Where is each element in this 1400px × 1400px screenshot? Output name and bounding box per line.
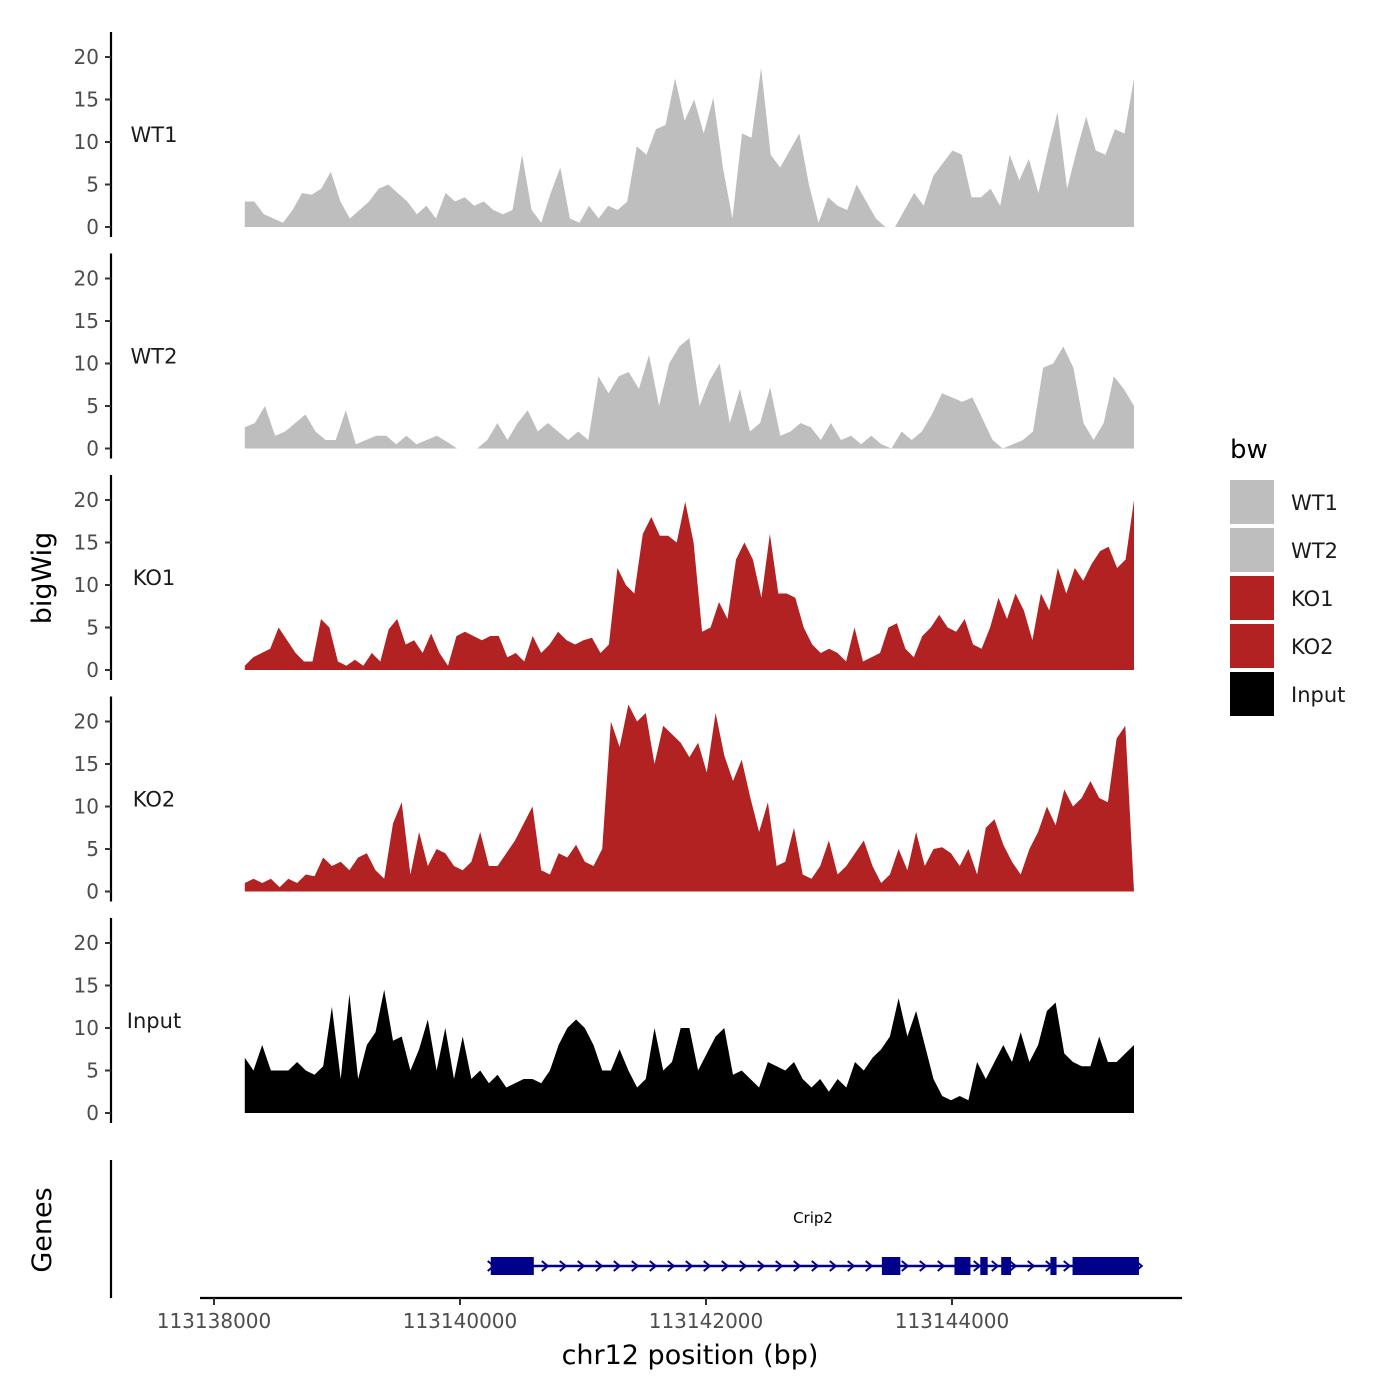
y-tick-label: 10 bbox=[74, 352, 99, 376]
legend-title: bw bbox=[1230, 435, 1268, 465]
strand-arrow bbox=[1009, 1260, 1018, 1272]
legend: bw WT1 WT2 KO1 KO2 Input bbox=[1230, 435, 1345, 716]
coverage-area-input bbox=[244, 989, 1135, 1113]
track-panel-wt1: 0 5 10 15 20 WT1 bbox=[74, 32, 1135, 239]
track-label: WT1 bbox=[131, 123, 178, 147]
legend-label: KO2 bbox=[1291, 635, 1334, 659]
y-tick-label: 5 bbox=[86, 837, 99, 861]
gene-track: Genes Crip2 bbox=[27, 1160, 1144, 1298]
x-tick-label: 113138000 bbox=[157, 1309, 272, 1333]
strand-arrow bbox=[865, 1260, 874, 1272]
y-tick-label: 10 bbox=[74, 130, 99, 154]
strand-arrow bbox=[739, 1260, 748, 1272]
y-tick-label: 20 bbox=[74, 267, 99, 291]
track-panel-ko2: 0 5 10 15 20 KO2 bbox=[74, 696, 1135, 904]
gene-exon bbox=[954, 1257, 971, 1275]
coverage-tracks: 0 5 10 15 20 WT1 0 5 10 15 20 WT2 0 5 10 15 20 KO1 0 5 10 15 2… bbox=[74, 32, 1135, 1125]
y-axis-title: bigWig bbox=[27, 532, 58, 625]
coverage-area-wt2 bbox=[244, 338, 1135, 449]
strand-arrow bbox=[757, 1260, 766, 1272]
y-tick-label: 20 bbox=[74, 45, 99, 69]
legend-label: WT2 bbox=[1291, 539, 1338, 563]
y-tick-label: 5 bbox=[86, 394, 99, 418]
strand-arrow bbox=[577, 1260, 586, 1272]
strand-arrow bbox=[901, 1260, 910, 1272]
y-tick-label: 10 bbox=[74, 1016, 99, 1040]
strand-arrow bbox=[937, 1260, 946, 1272]
y-tick-label: 15 bbox=[74, 531, 99, 555]
track-label: KO2 bbox=[133, 788, 176, 812]
strand-arrow bbox=[1027, 1260, 1036, 1272]
track-panel-input: 0 5 10 15 20 Input bbox=[74, 918, 1135, 1125]
track-label: KO1 bbox=[133, 566, 176, 590]
y-tick-label: 5 bbox=[86, 616, 99, 640]
legend-key-ko2 bbox=[1230, 624, 1274, 668]
x-axis: chr12 position (bp) 113138000 113140000 11… bbox=[157, 1296, 1182, 1371]
y-tick-label: 10 bbox=[74, 573, 99, 597]
y-tick-label: 0 bbox=[86, 437, 99, 461]
strand-arrow bbox=[667, 1260, 676, 1272]
gene-exon bbox=[490, 1257, 534, 1275]
legend-key-input bbox=[1230, 672, 1274, 716]
strand-arrow bbox=[973, 1260, 982, 1272]
x-tick-label: 113140000 bbox=[403, 1309, 518, 1333]
strand-arrow bbox=[991, 1260, 1000, 1272]
strand-arrow bbox=[685, 1260, 694, 1272]
y-tick-label: 10 bbox=[74, 795, 99, 819]
y-tick-label: 15 bbox=[74, 309, 99, 333]
y-tick-label: 0 bbox=[86, 658, 99, 682]
y-tick-label: 20 bbox=[74, 931, 99, 955]
y-tick-label: 0 bbox=[86, 880, 99, 904]
gene-exon bbox=[881, 1257, 901, 1275]
y-tick-label: 20 bbox=[74, 710, 99, 734]
y-tick-label: 0 bbox=[86, 1101, 99, 1125]
gene-exon bbox=[1001, 1257, 1012, 1275]
legend-key-wt2 bbox=[1230, 528, 1274, 572]
x-axis-title: chr12 position (bp) bbox=[562, 1340, 819, 1371]
y-tick-label: 15 bbox=[74, 752, 99, 776]
strand-arrow bbox=[595, 1260, 604, 1272]
gene-exon bbox=[1072, 1257, 1139, 1275]
legend-key-ko1 bbox=[1230, 576, 1274, 620]
y-tick-label: 15 bbox=[74, 88, 99, 112]
strand-arrow bbox=[811, 1260, 820, 1272]
strand-arrow bbox=[631, 1260, 640, 1272]
coverage-area-ko2 bbox=[244, 704, 1135, 892]
strand-arrow bbox=[721, 1260, 730, 1272]
legend-key-wt1 bbox=[1230, 480, 1274, 524]
strand-arrow bbox=[793, 1260, 802, 1272]
track-label: Input bbox=[127, 1009, 181, 1033]
strand-arrow bbox=[1063, 1260, 1072, 1272]
y-tick-label: 15 bbox=[74, 974, 99, 998]
coverage-area-wt1 bbox=[244, 68, 1135, 227]
coverage-area-ko1 bbox=[244, 500, 1135, 670]
gene-exon bbox=[1050, 1257, 1057, 1275]
track-label: WT2 bbox=[131, 345, 178, 369]
legend-label: KO1 bbox=[1291, 587, 1334, 611]
gene-exon bbox=[980, 1257, 988, 1275]
legend-label: Input bbox=[1291, 683, 1345, 707]
strand-arrow bbox=[847, 1260, 856, 1272]
gene-label: Crip2 bbox=[793, 1209, 833, 1227]
strand-arrow bbox=[541, 1260, 550, 1272]
x-tick-label: 113144000 bbox=[895, 1309, 1010, 1333]
x-tick-label: 113142000 bbox=[649, 1309, 764, 1333]
track-panel-ko1: 0 5 10 15 20 KO1 bbox=[74, 475, 1135, 682]
strand-arrow bbox=[829, 1260, 838, 1272]
legend-label: WT1 bbox=[1291, 491, 1338, 515]
genes-axis-title: Genes bbox=[27, 1187, 58, 1272]
strand-arrow bbox=[775, 1260, 784, 1272]
y-tick-label: 5 bbox=[86, 173, 99, 197]
strand-arrow bbox=[649, 1260, 658, 1272]
y-tick-label: 20 bbox=[74, 488, 99, 512]
y-tick-label: 5 bbox=[86, 1059, 99, 1083]
strand-arrow bbox=[559, 1260, 568, 1272]
track-panel-wt2: 0 5 10 15 20 WT2 bbox=[74, 253, 1135, 461]
strand-arrow bbox=[613, 1260, 622, 1272]
y-tick-label: 0 bbox=[86, 215, 99, 239]
strand-arrow bbox=[703, 1260, 712, 1272]
strand-arrow bbox=[919, 1260, 928, 1272]
